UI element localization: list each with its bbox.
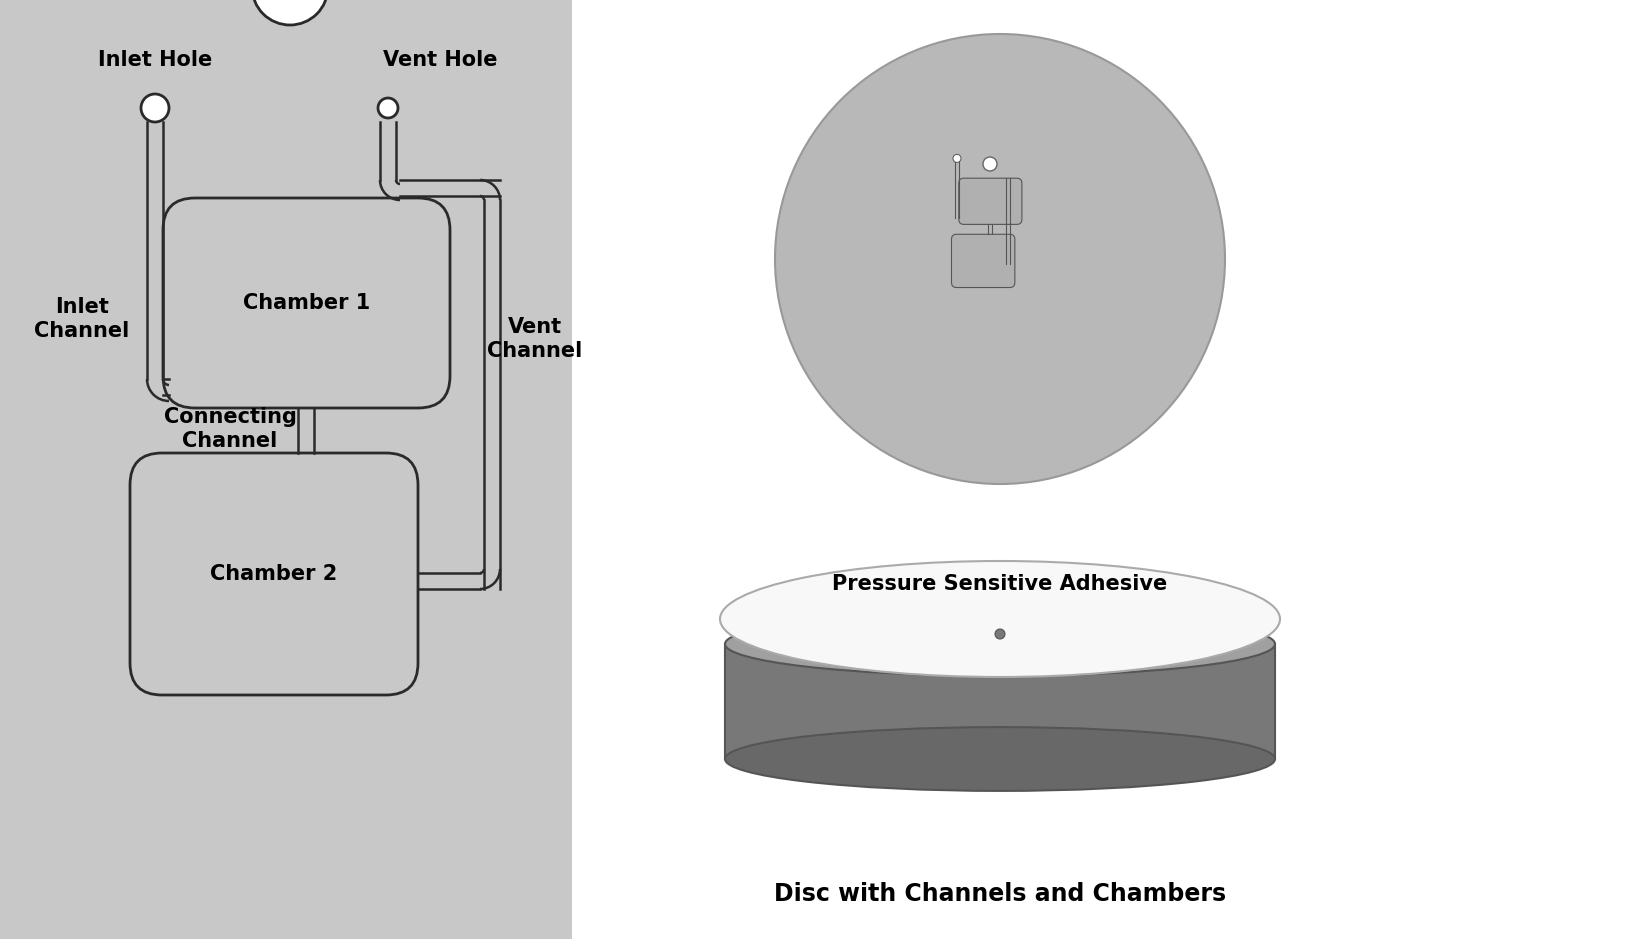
Bar	[164, 379, 169, 395]
Ellipse shape	[721, 561, 1279, 677]
FancyBboxPatch shape	[164, 198, 450, 408]
Text: Connecting
Channel: Connecting Channel	[164, 408, 296, 451]
Bar	[400, 180, 500, 196]
Bar	[483, 200, 500, 589]
FancyBboxPatch shape	[129, 453, 418, 695]
Text: Vent
Channel: Vent Channel	[488, 317, 583, 361]
Wedge shape	[480, 180, 500, 200]
FancyBboxPatch shape	[978, 609, 1022, 626]
Circle shape	[775, 34, 1225, 484]
Text: Vent Hole: Vent Hole	[383, 50, 498, 70]
Bar	[380, 122, 396, 180]
FancyBboxPatch shape	[958, 178, 1022, 224]
Bar	[418, 573, 480, 589]
Text: Inlet Hole: Inlet Hole	[98, 50, 213, 70]
Circle shape	[994, 629, 1006, 639]
Circle shape	[252, 0, 328, 25]
Wedge shape	[380, 180, 400, 200]
Bar	[147, 122, 164, 379]
Bar	[726, 644, 1274, 759]
Bar	[572, 0, 1638, 939]
FancyBboxPatch shape	[952, 234, 1016, 287]
Text: Disc with Channels and Chambers: Disc with Channels and Chambers	[773, 882, 1227, 906]
Bar	[0, 0, 572, 939]
Text: Pressure Sensitive Adhesive: Pressure Sensitive Adhesive	[832, 574, 1168, 594]
Text: Inlet
Channel: Inlet Channel	[34, 298, 129, 341]
Wedge shape	[480, 569, 500, 589]
Ellipse shape	[726, 612, 1274, 676]
Circle shape	[983, 157, 998, 171]
Text: Chamber 2: Chamber 2	[210, 564, 337, 584]
Ellipse shape	[726, 727, 1274, 791]
Wedge shape	[147, 379, 169, 401]
Bar	[298, 408, 314, 453]
FancyBboxPatch shape	[970, 624, 1030, 646]
Circle shape	[378, 98, 398, 118]
Text: Chamber 1: Chamber 1	[242, 293, 370, 313]
Circle shape	[953, 154, 962, 162]
Circle shape	[141, 94, 169, 122]
